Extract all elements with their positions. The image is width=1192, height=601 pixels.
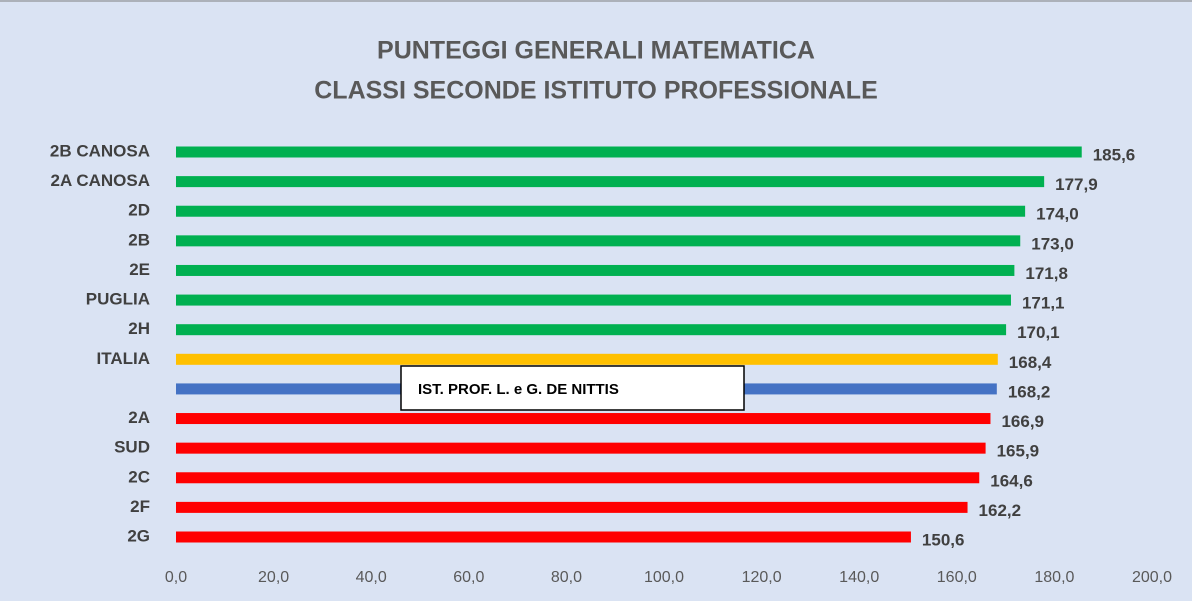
- bar: [176, 501, 968, 513]
- y-tick-label: ITALIA: [96, 349, 150, 368]
- data-label: 166,9: [1001, 412, 1044, 431]
- data-label: 173,0: [1031, 234, 1074, 253]
- y-tick-label: 2H: [128, 319, 150, 338]
- x-tick-label: 140,0: [839, 569, 879, 586]
- data-label: 177,9: [1055, 175, 1098, 194]
- bar: [176, 264, 1015, 276]
- bar: [176, 294, 1011, 306]
- annotation-box: [400, 365, 745, 411]
- bar: [176, 353, 998, 365]
- data-label: 170,1: [1017, 323, 1060, 342]
- bar: [176, 324, 1007, 336]
- x-tick-label: 120,0: [742, 569, 782, 586]
- data-label: 164,6: [990, 471, 1033, 490]
- bar: [176, 176, 1045, 188]
- x-tick-label: 20,0: [258, 569, 289, 586]
- data-label: 185,6: [1093, 145, 1136, 164]
- y-tick-label: 2A: [128, 408, 150, 427]
- y-tick-label: 2E: [129, 260, 150, 279]
- annotation: IST. PROF. L. e G. DE NITTIS: [418, 381, 619, 398]
- x-tick-label: 160,0: [937, 569, 977, 586]
- y-tick-label: 2G: [127, 526, 150, 545]
- y-tick-label: SUD: [114, 438, 150, 457]
- x-tick-label: 180,0: [1034, 569, 1074, 586]
- y-tick-label: 2F: [130, 497, 150, 516]
- x-tick-label: 40,0: [356, 569, 387, 586]
- bar: [176, 205, 1026, 217]
- x-tick-label: 100,0: [644, 569, 684, 586]
- y-tick-label: 2A CANOSA: [51, 171, 151, 190]
- y-tick-label: 2B: [128, 230, 150, 249]
- y-tick-label: 2C: [128, 467, 150, 486]
- x-tick-label: 0,0: [165, 569, 187, 586]
- x-tick-label: 80,0: [551, 569, 582, 586]
- data-label: 171,1: [1022, 294, 1065, 313]
- data-label: 162,2: [979, 501, 1022, 520]
- y-tick-label: 2B CANOSA: [50, 141, 150, 160]
- data-label: 174,0: [1036, 205, 1079, 224]
- chart-title: PUNTEGGI GENERALI MATEMATICA: [377, 37, 815, 65]
- data-label: 168,4: [1009, 353, 1052, 372]
- x-tick-label: 60,0: [453, 569, 484, 586]
- y-tick-label: 2D: [128, 201, 150, 220]
- data-label: 165,9: [997, 442, 1040, 461]
- data-label: 168,2: [1008, 382, 1051, 401]
- bar: [176, 442, 986, 454]
- bar: [176, 531, 911, 543]
- chart-subtitle: CLASSI SECONDE ISTITUTO PROFESSIONALE: [314, 77, 878, 105]
- y-tick-label: PUGLIA: [86, 290, 150, 309]
- data-label: 171,8: [1025, 264, 1068, 283]
- x-tick-label: 200,0: [1132, 569, 1172, 586]
- bar: [176, 146, 1082, 158]
- data-label: 150,6: [922, 530, 965, 549]
- bar: [176, 413, 991, 425]
- bar: [176, 472, 980, 484]
- bar: [176, 235, 1021, 247]
